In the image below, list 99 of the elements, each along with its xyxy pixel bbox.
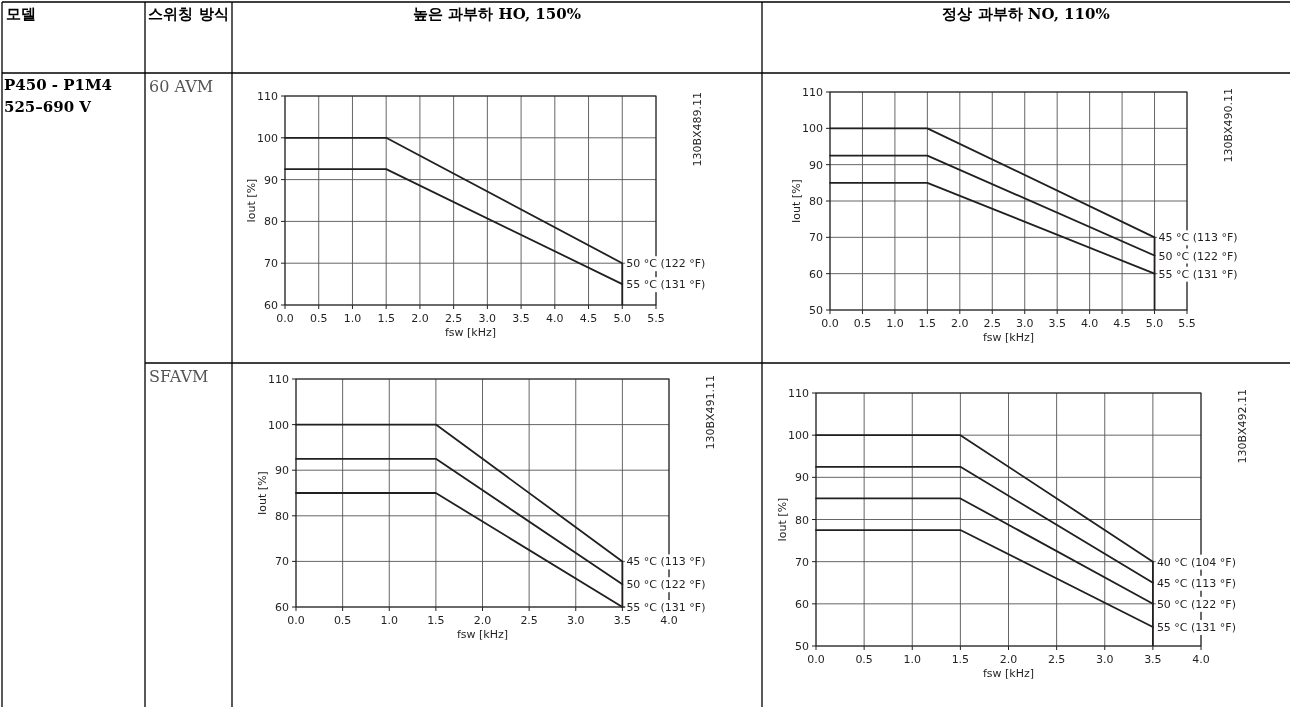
x-tick-label: 4.5 xyxy=(579,312,598,325)
x-tick-label: 1.5 xyxy=(427,614,445,627)
y-tick-label: 90 xyxy=(795,471,809,485)
y-tick-label: 80 xyxy=(809,195,823,208)
chart-title: 높은 과부하 HO, 150% xyxy=(412,4,582,25)
y-tick-label: 110 xyxy=(802,86,823,99)
x-tick-label: 1.0 xyxy=(903,653,921,666)
x-tick-label: 2.0 xyxy=(999,653,1018,666)
series-label: 50 °C (122 °F) xyxy=(1156,597,1236,611)
x-tick-label: 5.0 xyxy=(613,312,632,325)
y-tick-label: 90 xyxy=(264,173,278,187)
y-tick-label: 100 xyxy=(788,429,809,443)
x-tick-label: 5.0 xyxy=(1145,317,1164,330)
y-tick-label: 60 xyxy=(275,601,289,614)
x-tick-label: 4.0 xyxy=(546,312,564,325)
y-tick-label: 100 xyxy=(802,122,823,136)
x-tick-label: 1.5 xyxy=(918,317,937,330)
x-tick-label: 3.0 xyxy=(567,614,585,627)
x-axis-title: fsw [kHz] xyxy=(456,628,509,641)
y-tick-label: 80 xyxy=(795,513,809,527)
y-tick-label: 50 xyxy=(795,640,809,653)
x-tick-label: 2.5 xyxy=(983,317,1002,330)
x-tick-label: 4.0 xyxy=(660,614,678,627)
chart-subtitle: 60 AVM xyxy=(149,76,215,98)
x-axis-title: fsw [kHz] xyxy=(982,331,1035,344)
y-tick-label: 70 xyxy=(809,231,823,245)
text: 130BX492.11 xyxy=(1236,389,1249,464)
text: 130BX490.11 xyxy=(1222,88,1235,163)
x-tick-label: 3.5 xyxy=(512,312,530,325)
x-tick-label: 0.5 xyxy=(853,317,872,330)
y-tick-label: 80 xyxy=(275,509,289,523)
x-tick-label: 3.0 xyxy=(1096,653,1114,666)
x-tick-label: 0.5 xyxy=(855,653,873,666)
x-tick-label: 5.5 xyxy=(647,312,665,325)
series-label: 40 °C (104 °F) xyxy=(1156,555,1236,569)
y-tick-label: 90 xyxy=(275,464,289,478)
x-tick-label: 0.5 xyxy=(333,614,352,627)
x-tick-label: 3.5 xyxy=(613,614,632,627)
x-tick-label: 3.0 xyxy=(478,312,497,325)
x-tick-label: 1.0 xyxy=(380,614,398,627)
text: 모델 xyxy=(6,4,37,25)
y-tick-label: 60 xyxy=(264,299,278,312)
x-tick-label: 2.0 xyxy=(411,312,429,325)
x-tick-label: 1.0 xyxy=(343,312,362,325)
y-tick-label: 110 xyxy=(788,387,809,400)
x-tick-label: 1.5 xyxy=(951,653,970,666)
y-axis-title: Iout [%] xyxy=(776,497,789,542)
y-axis-title: Iout [%] xyxy=(245,178,258,223)
text: P450 - P1M4 525–690 V xyxy=(4,75,114,118)
x-tick-label: 1.0 xyxy=(886,317,904,330)
x-tick-label: 3.5 xyxy=(1144,653,1162,666)
x-tick-label: 5.5 xyxy=(1178,317,1196,330)
y-tick-label: 70 xyxy=(264,257,278,271)
series-label: 45 °C (113 °F) xyxy=(626,555,706,569)
y-tick-label: 110 xyxy=(257,90,278,103)
text: 130BX491.11 xyxy=(704,375,717,450)
series-label: 55 °C (131 °F) xyxy=(1158,267,1238,281)
x-tick-label: 4.0 xyxy=(1192,653,1210,666)
text: 스위칭 방식 xyxy=(147,4,230,25)
y-tick-label: 90 xyxy=(809,158,823,172)
y-tick-label: 100 xyxy=(268,418,289,432)
y-tick-label: 110 xyxy=(268,373,289,386)
x-tick-label: 2.0 xyxy=(473,614,492,627)
x-tick-label: 0.0 xyxy=(287,614,305,627)
x-tick-label: 0.0 xyxy=(821,317,839,330)
y-axis-title: Iout [%] xyxy=(790,179,803,223)
x-axis-title: fsw [kHz] xyxy=(982,667,1035,680)
x-tick-label: 3.5 xyxy=(1048,317,1066,330)
series-label: 50 °C (122 °F) xyxy=(626,257,706,271)
x-tick-label: 4.0 xyxy=(1080,317,1099,330)
x-tick-label: 2.5 xyxy=(444,312,463,325)
y-tick-label: 70 xyxy=(275,555,289,569)
y-tick-label: 60 xyxy=(809,267,823,281)
x-tick-label: 2.5 xyxy=(1047,653,1066,666)
x-tick-label: 2.0 xyxy=(951,317,969,330)
x-tick-label: 4.5 xyxy=(1113,317,1131,330)
x-axis-title: fsw [kHz] xyxy=(444,326,497,339)
series-label: 55 °C (131 °F) xyxy=(626,601,706,614)
series-label: 55 °C (131 °F) xyxy=(1156,621,1236,635)
x-tick-label: 0.5 xyxy=(309,312,328,325)
series-label: 50 °C (122 °F) xyxy=(626,578,706,592)
chart-title: 정상 과부하 NO, 110% xyxy=(941,4,1111,25)
x-tick-label: 0.0 xyxy=(807,653,825,666)
y-axis-title: Iout [%] xyxy=(256,471,269,515)
y-tick-label: 80 xyxy=(264,215,278,229)
series-label: 45 °C (113 °F) xyxy=(1158,231,1238,245)
y-tick-label: 60 xyxy=(795,597,809,611)
series-label: 45 °C (113 °F) xyxy=(1156,576,1236,590)
y-tick-label: 100 xyxy=(257,131,278,145)
y-tick-label: 70 xyxy=(795,555,809,569)
chart-subtitle: SFAVM xyxy=(149,366,210,388)
y-tick-label: 50 xyxy=(809,304,823,317)
text: 130BX489.11 xyxy=(691,92,704,167)
x-tick-label: 2.5 xyxy=(520,614,538,627)
x-tick-label: 3.0 xyxy=(1015,317,1034,330)
series-label: 50 °C (122 °F) xyxy=(1158,249,1238,263)
x-tick-label: 0.0 xyxy=(276,312,294,325)
x-tick-label: 1.5 xyxy=(377,312,395,325)
series-label: 55 °C (131 °F) xyxy=(626,278,706,292)
